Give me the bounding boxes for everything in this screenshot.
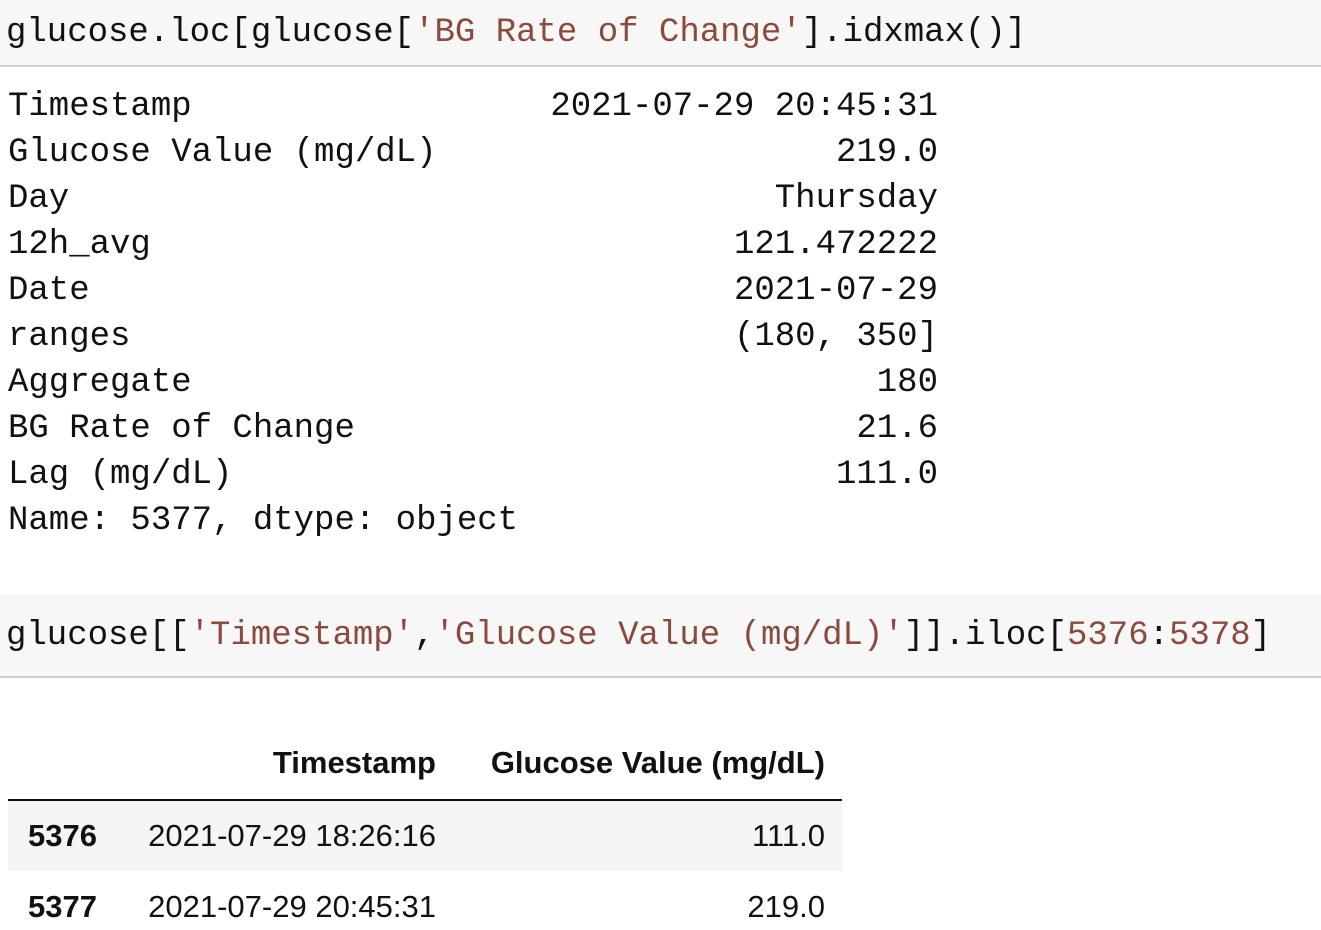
table-cell: 2021-07-29 18:26:16 [148, 818, 436, 853]
code-cell[interactable]: glucose.loc[glucose['BG Rate of Change']… [0, 0, 1321, 67]
code-token: ] [1250, 616, 1272, 655]
code-token: ]].iloc[ [903, 616, 1067, 655]
series-value: (180, 350] [733, 318, 938, 356]
row-index: 5376 [28, 818, 97, 853]
series-label: Aggregate [8, 364, 192, 402]
series-value: 21.6 [856, 410, 938, 448]
column-header: Timestamp [272, 745, 436, 780]
code-token: : [1148, 616, 1170, 655]
series-value: 2021-07-29 [733, 272, 938, 310]
series-value: 219.0 [835, 134, 938, 172]
code-string: 'Glucose Value (mg/dL)' [434, 616, 904, 655]
series-label: Day [8, 180, 70, 218]
series-value: 111.0 [835, 456, 938, 494]
code-cell[interactable]: glucose[['Timestamp', 'Glucose Value (mg/… [0, 595, 1321, 678]
series-value: 121.472222 [733, 226, 938, 264]
table-cell: 111.0 [752, 818, 825, 853]
table-cell: 219.0 [747, 889, 825, 924]
code-token: , [414, 616, 435, 655]
table-cell: 2021-07-29 20:45:31 [148, 889, 436, 924]
code-number: 5376 [1067, 616, 1149, 655]
header-rule [8, 799, 842, 801]
row-stripe [8, 801, 842, 871]
series-label: Date [8, 272, 90, 310]
series-value: Thursday [774, 180, 938, 218]
series-label: Lag (mg/dL) [8, 456, 233, 494]
series-label: 12h_avg [8, 226, 151, 264]
code-string: 'Timestamp' [189, 616, 415, 655]
code-token: glucose[[ [6, 616, 190, 655]
code-number: 5378 [1169, 616, 1251, 655]
code-string: 'BG Rate of Change' [414, 13, 802, 52]
series-value: 180 [876, 364, 938, 402]
series-value: 2021-07-29 20:45:31 [550, 88, 938, 126]
series-footer: Name: 5377, dtype: object [8, 502, 519, 540]
column-header: Glucose Value (mg/dL) [490, 745, 825, 780]
row-index: 5377 [28, 889, 97, 924]
code-token: glucose.loc[glucose[ [6, 13, 415, 52]
series-label: ranges [8, 318, 131, 356]
series-label: BG Rate of Change [8, 410, 355, 448]
code-token: ].idxmax()] [801, 13, 1027, 52]
series-label: Glucose Value (mg/dL) [8, 134, 437, 172]
series-label: Timestamp [8, 88, 192, 126]
